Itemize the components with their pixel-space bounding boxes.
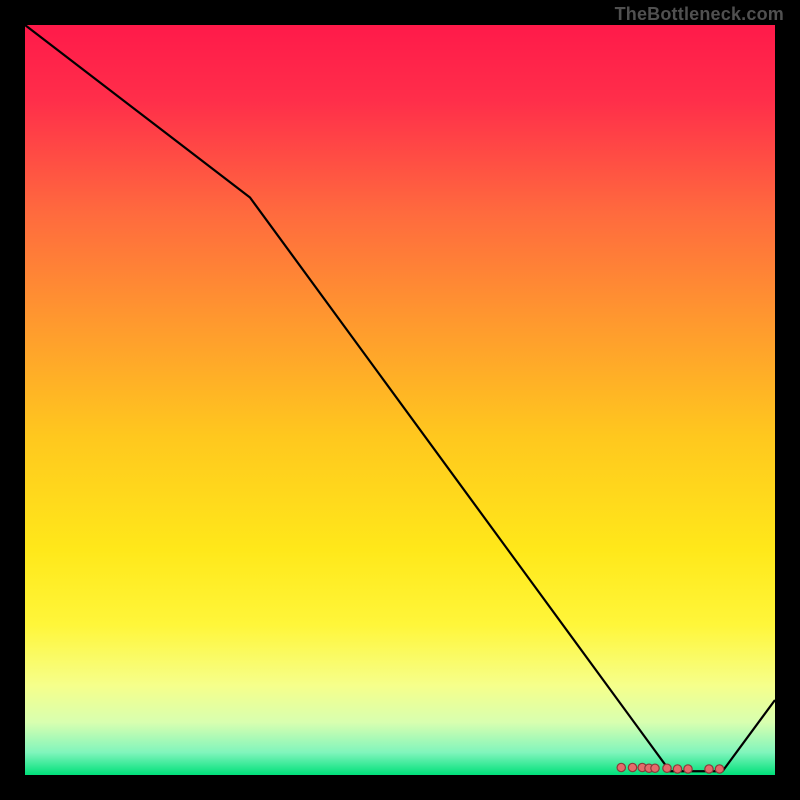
marker-dot bbox=[705, 765, 713, 773]
bottleneck-chart bbox=[0, 0, 800, 800]
marker-dot bbox=[651, 764, 659, 772]
marker-dot bbox=[628, 763, 636, 771]
watermark-text: TheBottleneck.com bbox=[615, 4, 784, 25]
marker-dot bbox=[673, 765, 681, 773]
marker-dot bbox=[663, 764, 671, 772]
chart-frame: TheBottleneck.com bbox=[0, 0, 800, 800]
marker-dot bbox=[617, 763, 625, 771]
plot-background bbox=[25, 25, 775, 775]
marker-dot bbox=[684, 765, 692, 773]
marker-dot bbox=[715, 765, 723, 773]
